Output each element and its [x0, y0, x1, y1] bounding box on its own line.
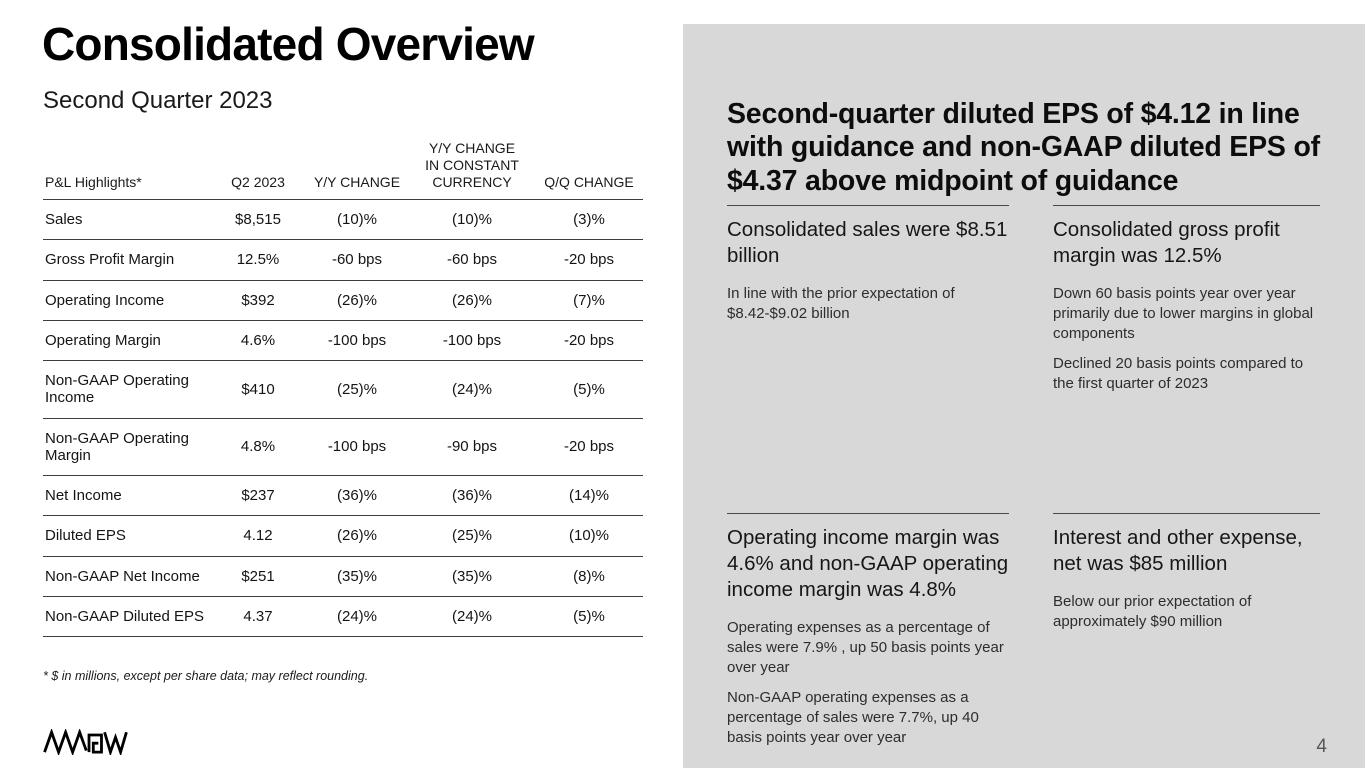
- row-label: Non-GAAP Operating Margin: [45, 429, 189, 464]
- row-value: $410: [241, 380, 275, 398]
- table-row: Gross Profit Margin 12.5% -60 bps -60 bps -2…: [43, 239, 643, 280]
- table-header-cell: P&L Highlights*: [45, 174, 142, 191]
- row-label: Operating Margin: [45, 331, 161, 349]
- page-title: Consolidated Overview: [42, 18, 535, 70]
- row-value: $392: [241, 291, 275, 309]
- highlight-card: Operating income margin was 4.6% and non…: [727, 513, 1009, 759]
- row-value: 4.12: [243, 527, 273, 545]
- table-row: Diluted EPS 4.12 (26)% (25)% (10)%: [43, 515, 643, 556]
- highlight-card: Consolidated sales were $8.51 billion In …: [727, 205, 1009, 513]
- highlight-card: Consolidated gross profit margin was 12.…: [1053, 205, 1320, 513]
- card-heading: Operating income margin was 4.6% and non…: [727, 526, 1009, 602]
- page-subtitle: Second Quarter 2023: [43, 87, 273, 114]
- row-label: Operating Income: [45, 291, 165, 309]
- row-label: Non-GAAP Net Income: [45, 567, 200, 585]
- row-value: $8,515: [235, 211, 281, 229]
- row-value: -20 bps: [563, 438, 615, 456]
- table-row: Net Income $237 (36)% (36)% (14)%: [43, 475, 643, 516]
- row-value: (36)%: [336, 487, 377, 505]
- table-row: Operating Margin 4.6% -100 bps -100 bps -20 …: [43, 320, 643, 360]
- table-body: Sales $8,515 (10)% (10)% (3)% Gross Profit Ma…: [43, 199, 643, 637]
- row-label: Gross Profit Margin: [45, 251, 175, 269]
- row-value: (5)%: [573, 607, 605, 625]
- table-header-cell: Q2 2023: [231, 174, 285, 191]
- table-header-cell: Q/Q CHANGE: [544, 174, 634, 191]
- row-value: (25)%: [336, 380, 377, 398]
- row-value: (10)%: [451, 211, 492, 229]
- table-row: Sales $8,515 (10)% (10)% (3)%: [43, 199, 643, 240]
- row-value: (36)%: [451, 487, 492, 505]
- row-value: -60 bps: [331, 251, 383, 269]
- row-value: (14)%: [568, 487, 609, 505]
- arrow-logo-icon: [43, 728, 135, 760]
- highlight-cards: Consolidated sales were $8.51 billion In …: [727, 205, 1320, 759]
- pl-highlights-table: P&L Highlights* Q2 2023 Y/Y CHANGE Y/Y CHAN…: [43, 140, 643, 637]
- row-label: Diluted EPS: [45, 527, 126, 545]
- row-value: (24)%: [451, 607, 492, 625]
- panel-headline: Second-quarter diluted EPS of $4.12 in l…: [727, 98, 1320, 197]
- row-value: 4.37: [243, 607, 273, 625]
- row-label: Net Income: [45, 487, 122, 505]
- row-value: (26)%: [451, 291, 492, 309]
- row-value: -90 bps: [446, 438, 498, 456]
- table-header-cell: Y/Y CHANGE: [313, 174, 401, 191]
- table-header-row: P&L Highlights* Q2 2023 Y/Y CHANGE Y/Y CHAN…: [43, 140, 643, 200]
- table-row: Operating Income $392 (26)% (26)% (7)%: [43, 280, 643, 320]
- row-label: Sales: [45, 211, 83, 229]
- row-value: $237: [241, 487, 275, 505]
- row-value: (26)%: [336, 291, 377, 309]
- card-heading: Consolidated sales were $8.51 billion: [727, 218, 1008, 268]
- row-value: (25)%: [451, 527, 492, 545]
- row-label: Non-GAAP Diluted EPS: [45, 607, 204, 625]
- table-row: Non-GAAP Diluted EPS 4.37 (24)% (24)% (5)%: [43, 596, 643, 636]
- card-paragraph: In line with the prior expectation of $8…: [727, 285, 955, 322]
- row-value: (24)%: [336, 607, 377, 625]
- row-value: (10)%: [568, 527, 609, 545]
- row-value: (24)%: [451, 380, 492, 398]
- row-value: -20 bps: [563, 251, 615, 269]
- table-header-row: P&L Highlights* Q2 2023 Y/Y CHANGE Y/Y CHAN…: [43, 140, 643, 200]
- row-value: -100 bps: [327, 438, 387, 456]
- card-paragraph: Down 60 basis points year over year prim…: [1053, 285, 1314, 342]
- card-heading: Consolidated gross profit margin was 12.…: [1053, 218, 1280, 268]
- row-value: (35)%: [451, 567, 492, 585]
- table-footnote: * $ in millions, except per share data; …: [43, 669, 369, 683]
- row-value: -100 bps: [442, 331, 502, 349]
- row-value: -100 bps: [327, 331, 387, 349]
- card-paragraph: Declined 20 basis points compared to the…: [1053, 355, 1304, 393]
- card-paragraph: Non-GAAP operating expenses as a percent…: [727, 689, 979, 747]
- table-header-cell: Y/Y CHANGE IN CONSTANT CURRENCY: [425, 140, 519, 191]
- row-value: $251: [241, 567, 275, 585]
- table-row: Non-GAAP Operating Income $410 (25)% (24)% (…: [43, 360, 643, 419]
- card-paragraph: Operating expenses as a percentage of sa…: [727, 619, 1004, 676]
- row-value: 4.6%: [240, 331, 276, 349]
- row-value: (8)%: [573, 567, 605, 585]
- row-value: -60 bps: [446, 251, 498, 269]
- row-value: (26)%: [336, 527, 377, 545]
- card-paragraph: Below our prior expectation of approxima…: [1053, 593, 1252, 630]
- row-value: (10)%: [336, 211, 377, 229]
- table-row: Non-GAAP Net Income $251 (35)% (35)% (8)%: [43, 556, 643, 596]
- highlight-card: Interest and other expense, net was $85 …: [1053, 513, 1320, 759]
- row-value: (35)%: [336, 567, 377, 585]
- card-heading: Interest and other expense, net was $85 …: [1053, 526, 1303, 576]
- row-value: -20 bps: [563, 331, 615, 349]
- page-number: 4: [1316, 736, 1327, 757]
- row-value: 12.5%: [236, 251, 280, 269]
- row-value: (7)%: [573, 291, 605, 309]
- row-label: Non-GAAP Operating Income: [45, 372, 189, 407]
- table-row: Non-GAAP Operating Margin 4.8% -100 bps -90…: [43, 418, 643, 476]
- row-value: 4.8%: [240, 438, 276, 456]
- row-value: (3)%: [573, 211, 605, 229]
- row-value: (5)%: [573, 380, 605, 398]
- highlights-panel: Second-quarter diluted EPS of $4.12 in l…: [683, 24, 1365, 768]
